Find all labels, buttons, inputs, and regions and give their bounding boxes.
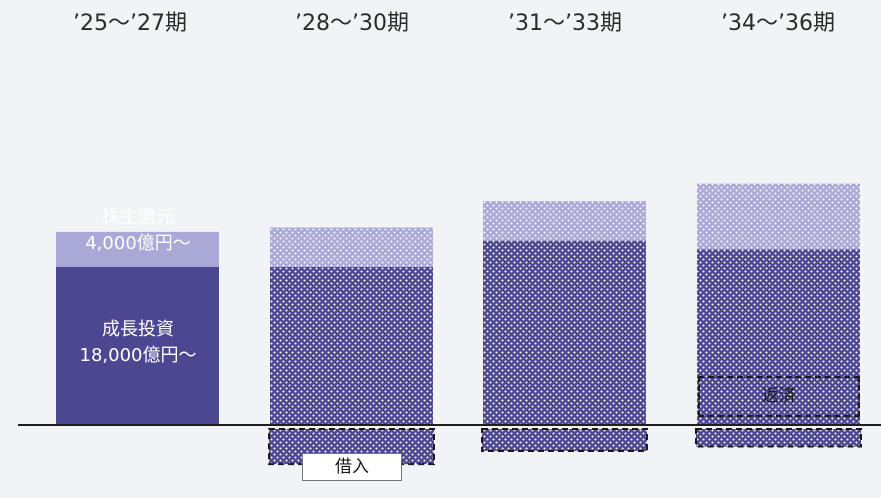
shareholder-return-amount: 4,000億円～ [85, 233, 191, 254]
bar-growth-investment-1 [270, 267, 433, 425]
bar-shareholder-return-1 [270, 227, 433, 267]
bar-growth-investment-3 [697, 249, 860, 425]
shareholder-return-label: 株主還元 4,000億円～ [56, 205, 220, 257]
period-label-31-33: ’31～’33期 [508, 11, 622, 36]
bar-shareholder-return-0 [56, 231, 219, 267]
bar-borrowing-2 [481, 428, 648, 452]
bar-growth-investment-2 [483, 240, 646, 425]
borrowing-label: 借入 [302, 453, 402, 481]
period-label-34-36: ’34～’36期 [721, 11, 835, 36]
bar-growth-investment-0 [56, 267, 219, 425]
growth-investment-label: 成長投資 18,000億円～ [50, 317, 226, 369]
period-label-28-30: ’28～’30期 [295, 11, 409, 36]
bar-shareholder-return-2 [483, 201, 646, 241]
growth-investment-amount: 18,000億円～ [79, 345, 197, 366]
bar-borrowing-3 [695, 428, 862, 448]
growth-investment-title: 成長投資 [102, 319, 174, 340]
bar-shareholder-return-3 [697, 183, 860, 250]
period-label-25-27: ’25～’27期 [73, 11, 187, 36]
shareholder-return-title: 株主還元 [102, 207, 174, 228]
repayment-label: 返済 [698, 376, 860, 417]
